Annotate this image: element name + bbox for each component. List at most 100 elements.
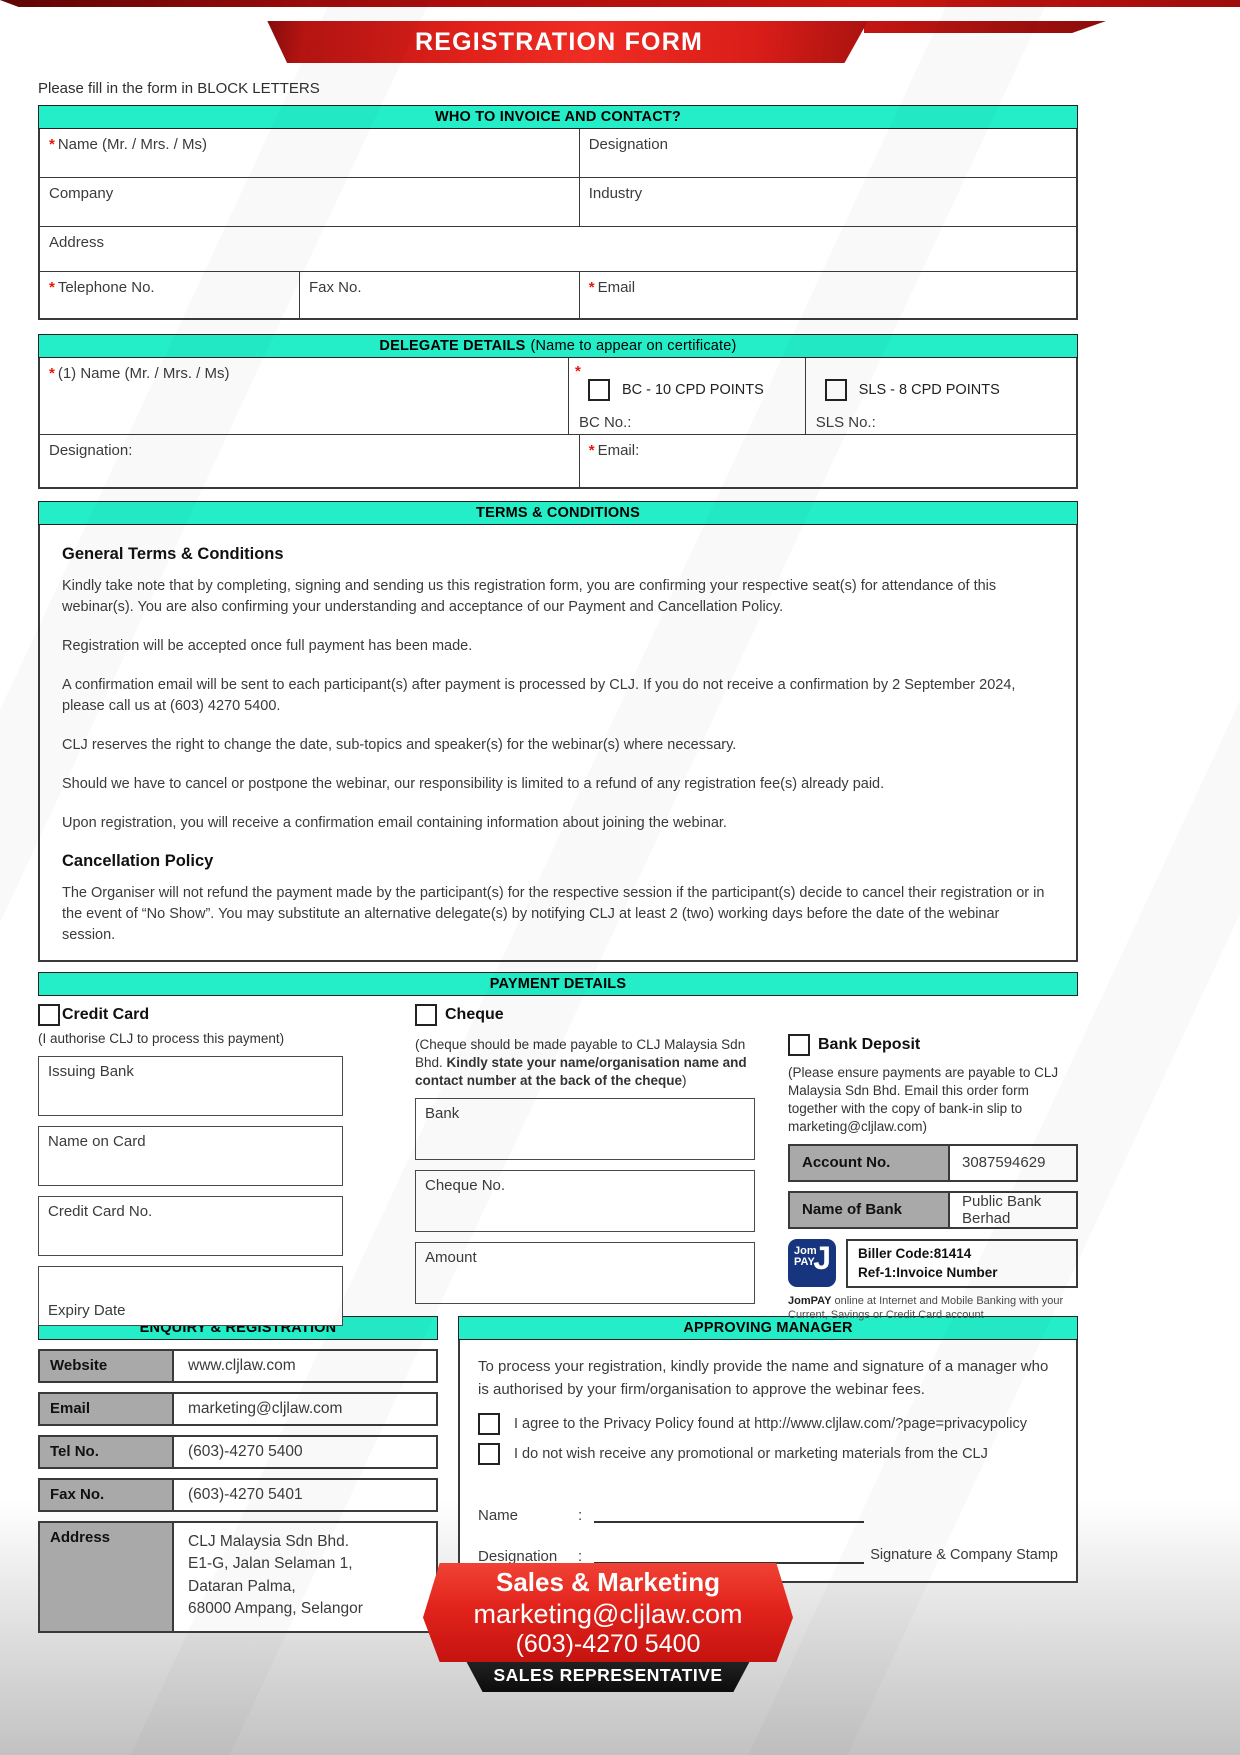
footer-phone: (603)-4270 5400 xyxy=(515,1629,701,1658)
email-value[interactable]: marketing@cljlaw.com xyxy=(188,1400,343,1418)
header-banner-body: REGISTRATION FORM xyxy=(267,21,868,63)
delegate-designation-field[interactable]: Designation: xyxy=(40,435,579,487)
invoice-section-header: WHO TO INVOICE AND CONTACT? xyxy=(38,105,1078,129)
cheque-note-normal: (Cheque should be made payable to CLJ Ma… xyxy=(415,1037,746,1070)
enquiry-row-email: Email marketing@cljlaw.com xyxy=(38,1392,438,1427)
approving-section-header: APPROVING MANAGER xyxy=(458,1316,1078,1341)
invoice-name-field[interactable]: * Name (Mr. / Mrs. / Ms) xyxy=(40,129,579,177)
name-on-card-field[interactable]: Name on Card xyxy=(38,1125,343,1186)
no-promo-checkbox[interactable] xyxy=(478,1443,500,1466)
cheque-checkbox[interactable] xyxy=(415,1004,437,1027)
cheque-no-field[interactable]: Cheque No. xyxy=(415,1169,755,1232)
invoice-company-field[interactable]: Company xyxy=(40,178,579,226)
enquiry-row-fax: Fax No. (603)-4270 5401 xyxy=(38,1478,438,1513)
bank-deposit-checkbox[interactable] xyxy=(788,1034,810,1057)
invoice-industry-field[interactable]: Industry xyxy=(578,178,1076,226)
manager-fields: Name : Designation : xyxy=(478,1483,864,1565)
cancellation-policy-title: Cancellation Policy xyxy=(62,852,214,871)
terms-section-header: TERMS & CONDITIONS xyxy=(38,501,1078,525)
account-no-label: Account No. xyxy=(790,1145,950,1180)
sls-no-field[interactable]: SLS No.: xyxy=(816,414,1067,431)
delegate-email-field[interactable]: * Email: xyxy=(578,435,1076,487)
bc-checkbox[interactable] xyxy=(587,379,610,401)
account-no-row: Account No. 3087594629 xyxy=(788,1143,1078,1182)
credit-card-checkbox[interactable] xyxy=(38,1004,60,1027)
footer-email[interactable]: marketing@cljlaw.com xyxy=(473,1598,743,1629)
jompay-note-rest: online at Internet and Mobile Banking wi… xyxy=(788,1294,1064,1322)
terms-paragraph: Kindly take note that by completing, sig… xyxy=(62,577,997,615)
terms-paragraph: A confirmation email will be sent to eac… xyxy=(62,676,1016,714)
manager-designation-label: Designation xyxy=(478,1548,558,1566)
invoice-telephone-field[interactable]: * Telephone No. xyxy=(40,272,299,318)
jompay-logo-jom: Jom xyxy=(794,1245,817,1258)
credit-card-no-field[interactable]: Credit Card No. xyxy=(38,1195,343,1256)
credit-card-note: (I authorise CLJ to process this payment… xyxy=(38,1031,285,1047)
jompay-note: JomPAY online at Internet and Mobile Ban… xyxy=(788,1294,1078,1323)
invoice-email-label: Email xyxy=(597,279,636,296)
invoice-fax-label: Fax No. xyxy=(309,279,362,296)
invoice-designation-field[interactable]: Designation xyxy=(578,129,1076,177)
invoice-fax-field[interactable]: Fax No. xyxy=(299,272,579,318)
invoice-industry-label: Industry xyxy=(588,185,643,202)
issuing-bank-field[interactable]: Issuing Bank xyxy=(38,1055,343,1116)
credit-card-label: Credit Card xyxy=(62,1006,150,1024)
manager-name-label: Name xyxy=(478,1507,519,1525)
credit-card-column: Credit Card (I authorise CLJ to process … xyxy=(38,1004,343,1336)
expiry-date-field[interactable]: Expiry Date xyxy=(38,1265,343,1326)
payment-section-header: PAYMENT DETAILS xyxy=(38,972,1078,997)
cheque-note-close: ) xyxy=(682,1072,687,1088)
manager-designation-input-line[interactable] xyxy=(594,1550,864,1564)
approving-manager-box: To process your registration, kindly pro… xyxy=(458,1340,1078,1584)
website-value[interactable]: www.cljlaw.com xyxy=(188,1357,296,1375)
credit-card-no-label: Credit Card No. xyxy=(48,1202,153,1220)
sls-label: SLS - 8 CPD POINTS xyxy=(858,382,1000,398)
jompay-row: Jom PAY J Biller Code:81414 Ref-1:Invoic… xyxy=(788,1238,1078,1288)
privacy-policy-checkbox[interactable] xyxy=(478,1413,500,1436)
address-value: CLJ Malaysia Sdn Bhd. E1-G, Jalan Selama… xyxy=(188,1533,363,1618)
jompay-logo-icon: Jom PAY J xyxy=(788,1239,836,1288)
bc-no-field[interactable]: BC No.: xyxy=(579,414,796,431)
footer-contact-banner: Sales & Marketing marketing@cljlaw.com (… xyxy=(423,1563,793,1662)
name-on-card-label: Name on Card xyxy=(48,1132,146,1150)
cheque-bank-field[interactable]: Bank xyxy=(415,1097,755,1160)
bc-no-label: BC No.: xyxy=(578,414,632,431)
invoice-telephone-label: Telephone No. xyxy=(57,279,155,296)
enquiry-row-website: Website www.cljlaw.com xyxy=(38,1349,438,1384)
header-banner: REGISTRATION FORM xyxy=(0,0,1240,74)
bottom-section: ENQUIRY & REGISTRATION Website www.cljla… xyxy=(38,1316,1078,1633)
payment-area: Credit Card (I authorise CLJ to process … xyxy=(38,1004,1078,1326)
bank-deposit-label: Bank Deposit xyxy=(818,1036,921,1054)
delegate-section-header: DELEGATE DETAILS (Name to appear on certi… xyxy=(38,334,1078,358)
delegate-sls-cell: SLS - 8 CPD POINTS SLS No.: xyxy=(804,358,1076,434)
delegate-header-title: DELEGATE DETAILS xyxy=(379,338,526,354)
jompay-biller-box: Biller Code:81414 Ref-1:Invoice Number xyxy=(846,1238,1078,1288)
invoice-address-field[interactable]: Address xyxy=(40,227,1076,271)
jompay-biller-code: Biller Code:81414 xyxy=(858,1245,972,1261)
bank-deposit-column: Bank Deposit (Please ensure payments are… xyxy=(788,1034,1078,1323)
sls-checkbox[interactable] xyxy=(824,379,847,401)
jompay-logo-pay: PAY xyxy=(794,1256,815,1269)
email-label: Email xyxy=(40,1394,174,1425)
cancellation-policy-text: The Organiser will not refund the paymen… xyxy=(62,884,1045,943)
terms-paragraph: CLJ reserves the right to change the dat… xyxy=(62,737,737,753)
sls-no-label: SLS No.: xyxy=(815,414,876,431)
delegate-name-field[interactable]: * (1) Name (Mr. / Mrs. / Ms) xyxy=(40,358,568,434)
page-title: REGISTRATION FORM xyxy=(415,27,703,56)
tel-label: Tel No. xyxy=(40,1437,174,1468)
footer-title: Sales & Marketing xyxy=(496,1566,720,1597)
no-promo-label: I do not wish receive any promotional or… xyxy=(514,1446,988,1463)
delegate-designation-label: Designation: xyxy=(49,442,133,459)
cheque-amount-field[interactable]: Amount xyxy=(415,1241,755,1304)
invoice-email-field[interactable]: * Email xyxy=(578,272,1076,318)
block-letters-instruction: Please fill in the form in BLOCK LETTERS xyxy=(38,80,320,97)
manager-name-input-line[interactable] xyxy=(594,1509,864,1523)
required-marker: * xyxy=(49,365,55,382)
approving-manager-column: APPROVING MANAGER To process your regist… xyxy=(458,1316,1078,1584)
tel-value: (603)-4270 5400 xyxy=(188,1443,303,1461)
invoice-table: * Name (Mr. / Mrs. / Ms) Designation Comp… xyxy=(38,129,1078,320)
required-marker: * xyxy=(588,442,595,459)
header-banner-tail xyxy=(864,21,1106,33)
bank-name-label: Name of Bank xyxy=(790,1192,950,1227)
cheque-no-label: Cheque No. xyxy=(425,1176,506,1194)
